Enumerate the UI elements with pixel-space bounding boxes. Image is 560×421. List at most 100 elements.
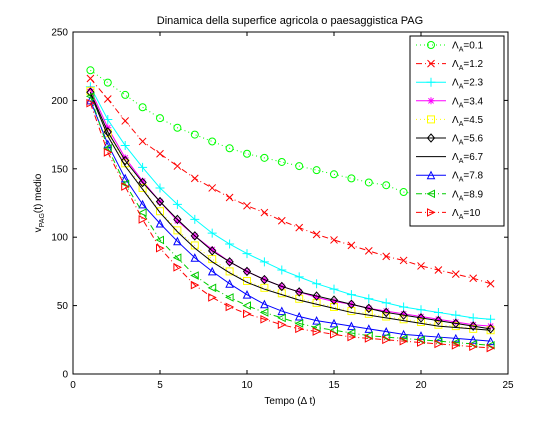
data-point <box>190 231 199 241</box>
data-point <box>86 66 95 75</box>
legend-value: =5.6 <box>463 134 483 145</box>
data-point <box>486 343 496 353</box>
data-point <box>243 201 251 210</box>
data-point <box>346 328 356 338</box>
y-axis: 0 50 100 150 200 250 <box>51 28 508 381</box>
data-point <box>451 270 460 278</box>
plot-area-frame <box>72 31 509 375</box>
data-point <box>225 267 234 276</box>
data-point <box>243 309 252 319</box>
data-point <box>103 115 113 125</box>
data-point <box>364 331 373 341</box>
data-point <box>329 284 339 294</box>
legend: ΛA=0.1ΛA=1.2ΛA=2.3ΛA=3.4ΛA=4.5ΛA=5.6ΛA=6… <box>409 35 505 227</box>
data-point <box>295 287 304 297</box>
data-point <box>207 283 217 293</box>
data-point <box>312 316 321 325</box>
data-point <box>486 314 496 324</box>
data-point <box>364 294 374 304</box>
legend-value: =3.4 <box>463 96 483 107</box>
data-point <box>347 299 356 309</box>
data-point <box>225 144 234 153</box>
legend-label: ΛA=7.8 <box>452 171 484 184</box>
data-point <box>225 257 234 267</box>
data-point <box>173 262 183 272</box>
legend-subscript: A <box>459 84 464 91</box>
data-point <box>103 148 113 157</box>
legend-item: ΛA=1.2 <box>416 59 484 72</box>
data-point <box>427 115 435 124</box>
data-point <box>190 130 199 139</box>
data-point <box>121 182 130 191</box>
legend-subscript: A <box>459 214 464 221</box>
data-point <box>103 78 112 87</box>
data-point <box>242 266 252 277</box>
x-axis: 0 5 10 15 20 25 <box>70 32 514 391</box>
data-point <box>294 311 304 321</box>
legend-value: =2.3 <box>463 78 483 89</box>
data-point <box>121 155 130 166</box>
data-point <box>417 338 426 347</box>
data-point <box>173 214 182 225</box>
data-point <box>313 293 321 301</box>
data-point <box>103 95 112 103</box>
data-point <box>416 335 425 345</box>
data-point <box>85 91 95 101</box>
data-point <box>225 193 234 202</box>
series-line <box>90 78 491 285</box>
data-point <box>451 340 461 350</box>
legend-value: =4.5 <box>463 115 483 126</box>
data-point <box>277 320 287 330</box>
x-tick-label: 15 <box>328 380 340 391</box>
data-point <box>347 174 356 183</box>
data-point <box>312 166 321 175</box>
legend-symbol: Λ <box>452 41 459 52</box>
data-point <box>417 313 425 321</box>
data-point <box>399 188 408 197</box>
legend-value: =7.8 <box>463 171 483 182</box>
data-point <box>399 336 409 346</box>
data-point <box>138 177 147 188</box>
legend-value: =8.9 <box>463 189 483 200</box>
data-point <box>311 323 321 332</box>
legend-value: =10 <box>463 208 480 219</box>
x-axis-title: Tempo (Δ t) <box>264 396 315 407</box>
data-point <box>329 318 339 328</box>
data-point <box>399 302 409 312</box>
data-point <box>329 325 338 335</box>
data-point <box>469 342 478 351</box>
data-point <box>486 324 495 334</box>
data-point <box>173 236 182 246</box>
data-point <box>155 183 165 193</box>
data-point <box>138 199 147 209</box>
legend-item: ΛA=5.6 <box>416 133 484 147</box>
series-7 <box>89 93 491 331</box>
legend-symbol: Λ <box>452 189 459 200</box>
series-2 <box>86 74 495 288</box>
series-10 <box>86 98 496 353</box>
legend-symbol: Λ <box>452 96 459 107</box>
data-point <box>277 216 286 225</box>
data-point <box>260 153 269 162</box>
data-point <box>173 217 181 225</box>
legend-item: ΛA=6.7 <box>416 152 484 165</box>
data-point <box>138 162 148 172</box>
data-point <box>416 331 426 340</box>
data-point <box>103 143 112 153</box>
data-point <box>137 208 147 217</box>
x-tick-label: 0 <box>70 380 76 391</box>
data-point <box>347 332 357 342</box>
data-point <box>190 280 200 290</box>
data-point <box>295 223 304 232</box>
data-point <box>364 303 373 314</box>
data-point <box>451 338 460 347</box>
data-point <box>260 208 269 217</box>
series-line <box>89 100 491 342</box>
series-line <box>89 96 491 346</box>
series-line <box>89 93 491 331</box>
legend-item: ΛA=8.9 <box>416 189 484 202</box>
legend-label: ΛA=4.5 <box>452 115 484 128</box>
data-point <box>416 305 426 315</box>
data-point <box>120 179 130 189</box>
data-point <box>399 315 408 324</box>
